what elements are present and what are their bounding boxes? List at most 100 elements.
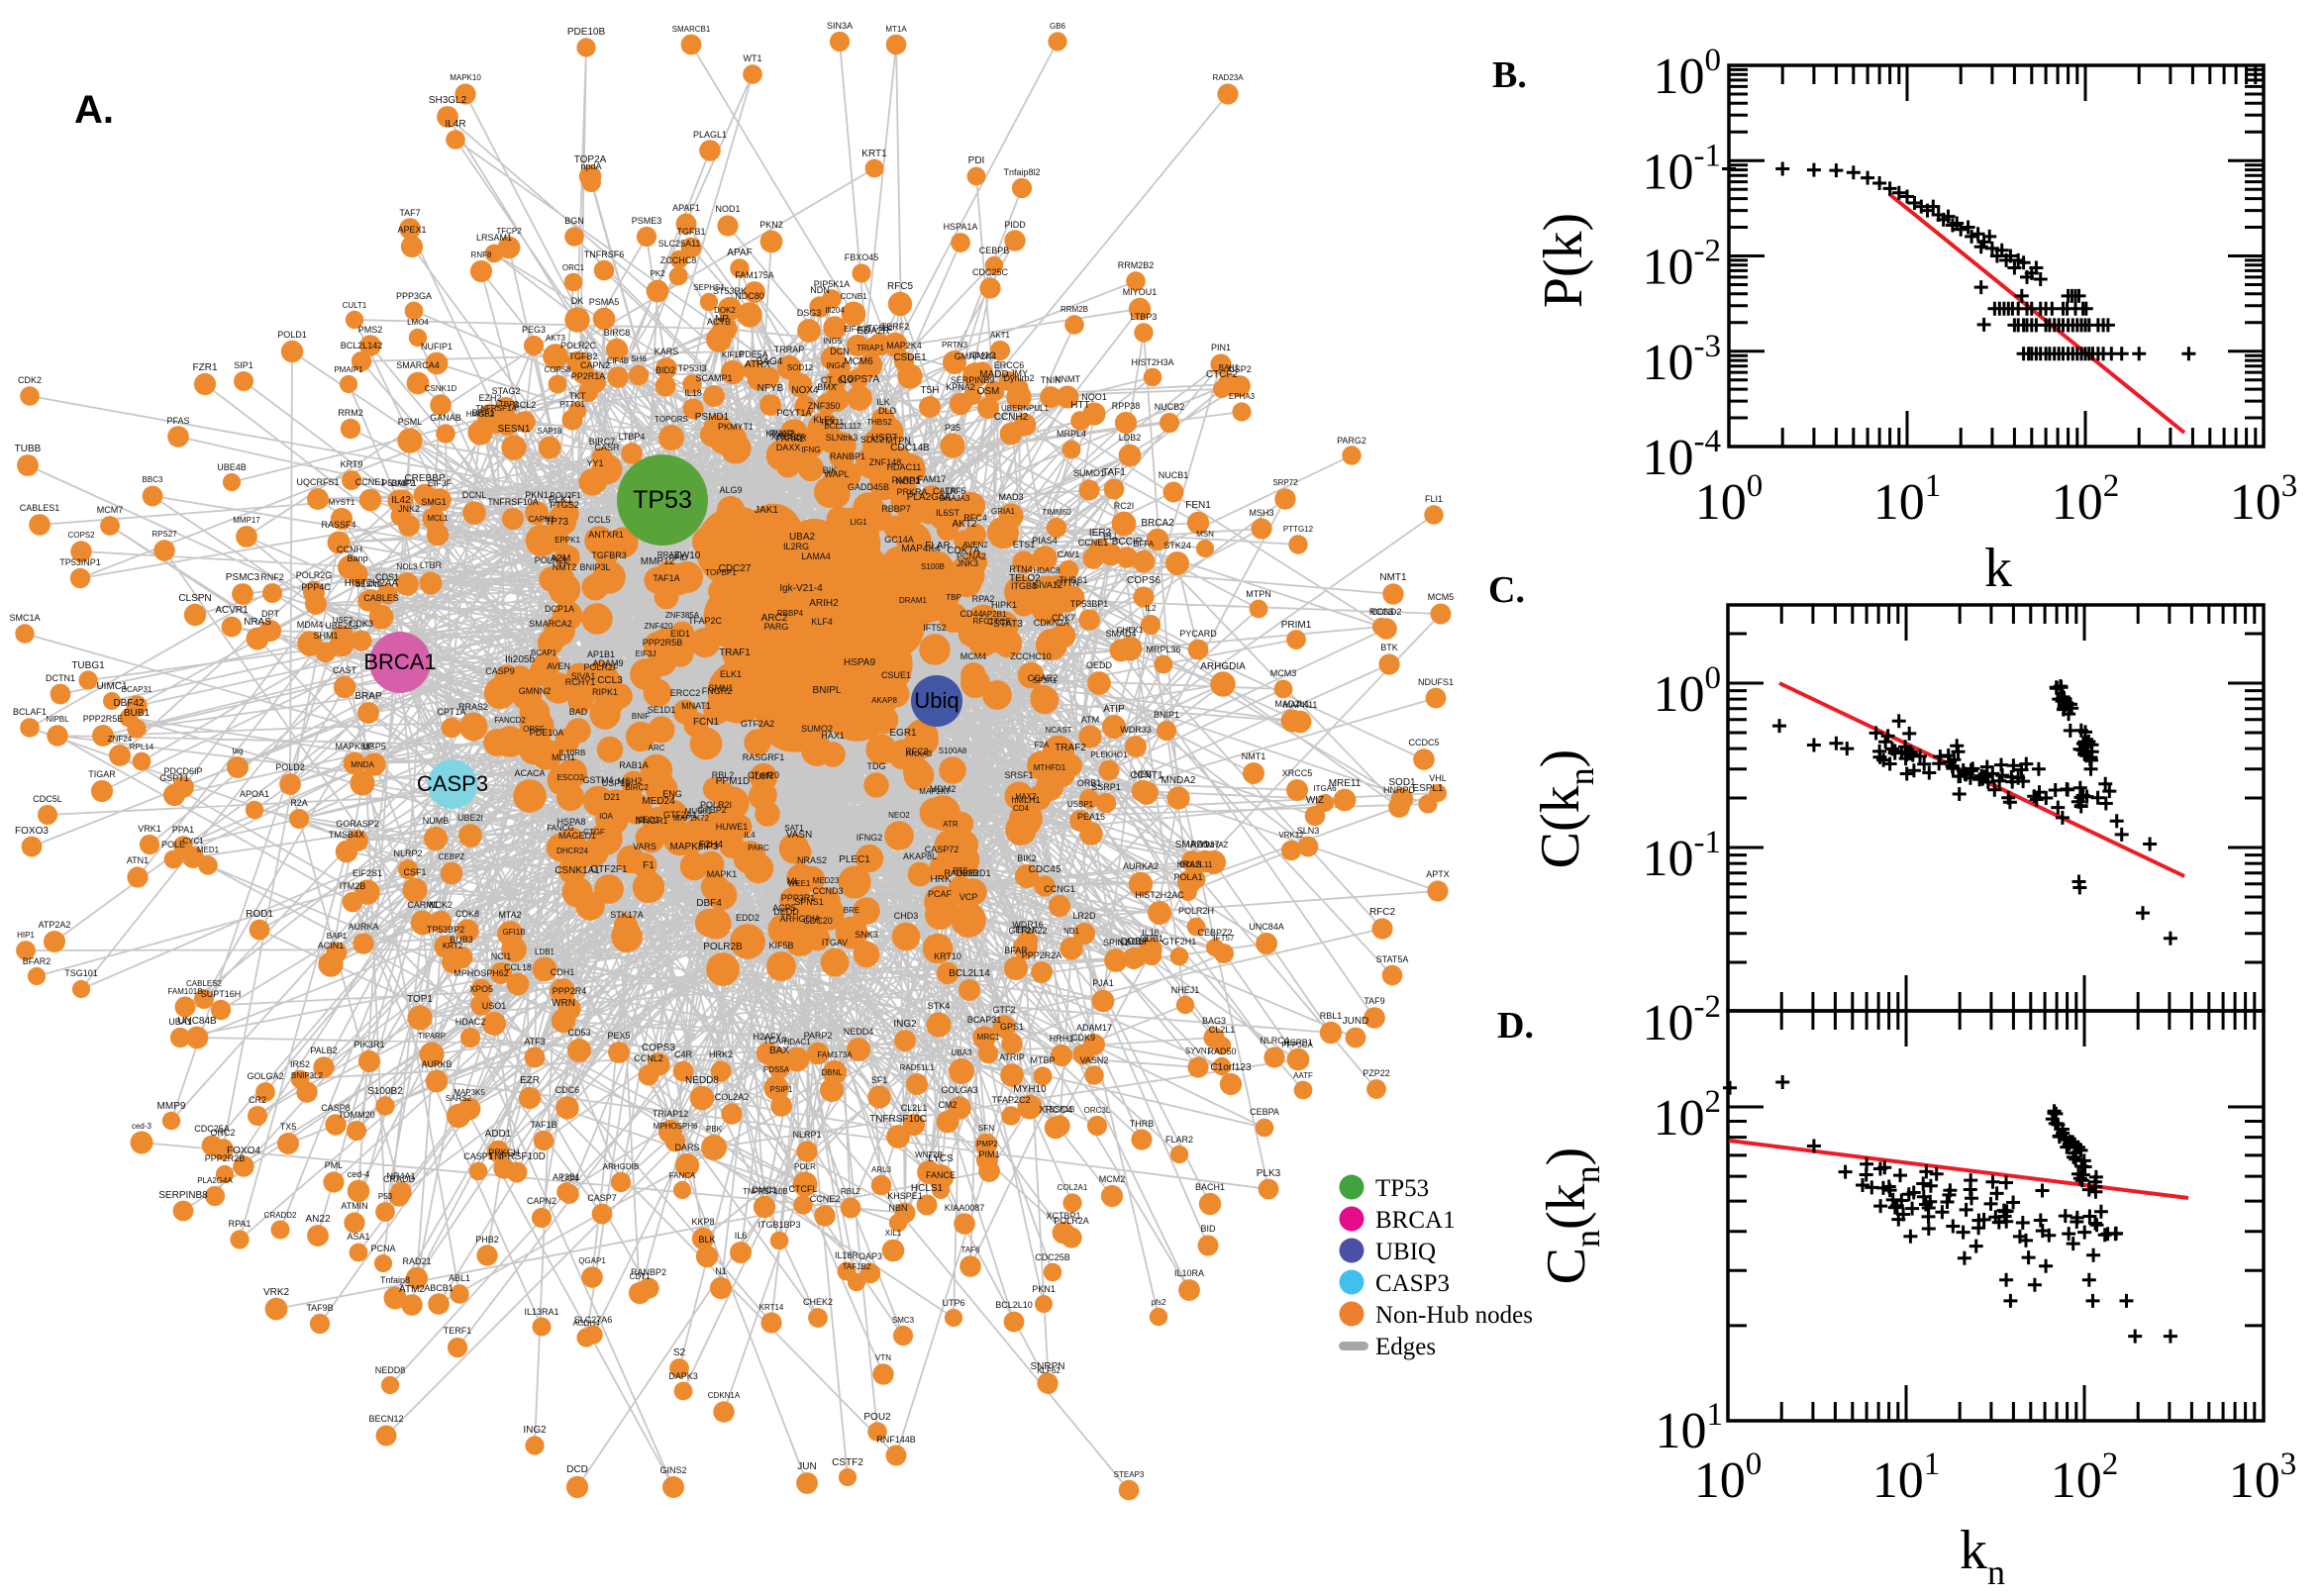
- svg-text:ML: ML: [787, 876, 800, 886]
- svg-text:npdA: npdA: [580, 161, 601, 171]
- svg-text:ARHGDIA: ARHGDIA: [1200, 661, 1246, 672]
- svg-text:RIPK1: RIPK1: [592, 687, 618, 697]
- svg-text:SMARCA4: SMARCA4: [396, 360, 440, 370]
- svg-text:PRKRA: PRKRA: [896, 487, 927, 497]
- svg-text:SLC25A11: SLC25A11: [658, 239, 701, 249]
- svg-text:CDK2: CDK2: [18, 375, 42, 385]
- svg-text:RPS27: RPS27: [152, 530, 177, 539]
- svg-text:ced-4: ced-4: [348, 1169, 370, 1179]
- svg-text:PIN1: PIN1: [1211, 343, 1231, 352]
- svg-text:HIPK1: HIPK1: [991, 600, 1017, 610]
- svg-text:MTPN: MTPN: [885, 436, 911, 446]
- svg-text:ITGB1BP3: ITGB1BP3: [758, 1220, 800, 1230]
- svg-text:UBA3: UBA3: [952, 1048, 972, 1057]
- svg-text:OPSF: OPSF: [523, 725, 545, 734]
- svg-text:TX5: TX5: [280, 1122, 297, 1132]
- svg-text:BIK2: BIK2: [1017, 853, 1037, 863]
- svg-text:PDCD6IP: PDCD6IP: [163, 766, 202, 776]
- svg-text:CABLES1: CABLES1: [20, 503, 60, 513]
- svg-text:ZCCHC8: ZCCHC8: [660, 255, 697, 265]
- svg-text:Tnfaip8l2: Tnfaip8l2: [1003, 167, 1040, 177]
- svg-text:KPNA2: KPNA2: [946, 382, 975, 392]
- svg-text:RNF8: RNF8: [471, 250, 492, 259]
- svg-text:BNIPL: BNIPL: [813, 685, 842, 696]
- svg-text:ATR: ATR: [943, 820, 959, 829]
- svg-text:IL2: IL2: [1145, 604, 1157, 613]
- svg-text:EIF3F: EIF3F: [428, 478, 453, 488]
- svg-text:ADAM9: ADAM9: [592, 658, 623, 668]
- svg-text:RFC1: RFC1: [973, 617, 994, 626]
- svg-text:BCAP31: BCAP31: [122, 685, 152, 694]
- svg-text:RRM2B: RRM2B: [1060, 305, 1088, 314]
- svg-text:SARS2: SARS2: [446, 1094, 472, 1103]
- svg-text:MAGED1: MAGED1: [558, 831, 596, 841]
- svg-text:HAX1: HAX1: [821, 731, 845, 741]
- svg-text:DCN: DCN: [830, 347, 850, 356]
- svg-text:EID1: EID1: [670, 629, 690, 639]
- svg-text:MCL1: MCL1: [427, 514, 449, 523]
- svg-text:STK24: STK24: [1163, 541, 1191, 550]
- svg-text:CSNK1A1: CSNK1A1: [555, 865, 600, 876]
- svg-text:UQCRFS1: UQCRFS1: [296, 477, 339, 487]
- svg-text:ND1: ND1: [1063, 927, 1080, 936]
- svg-text:CEBPZ: CEBPZ: [439, 852, 465, 861]
- svg-text:RRM2B2: RRM2B2: [1118, 260, 1155, 270]
- svg-text:MAP2K72: MAP2K72: [673, 814, 710, 823]
- svg-text:SMC1A: SMC1A: [9, 613, 40, 623]
- svg-text:SIP1: SIP1: [234, 360, 253, 370]
- svg-text:PCNA2: PCNA2: [957, 551, 986, 561]
- svg-text:APEX1: APEX1: [397, 225, 426, 235]
- svg-text:CSUE1: CSUE1: [881, 670, 911, 680]
- svg-text:PPP2R2A: PPP2R2A: [1022, 950, 1062, 960]
- svg-text:HRH1: HRH1: [1050, 1034, 1074, 1044]
- svg-text:Ifi204: Ifi204: [825, 306, 845, 315]
- svg-text:PIDD: PIDD: [1004, 220, 1026, 230]
- svg-text:THBS2: THBS2: [866, 418, 892, 427]
- svg-text:PFAS: PFAS: [166, 416, 189, 426]
- svg-text:A.: A.: [74, 88, 114, 132]
- svg-text:XRCC4: XRCC4: [1039, 1105, 1072, 1116]
- svg-text:PCYT1A: PCYT1A: [776, 408, 811, 418]
- svg-text:TP53BP2: TP53BP2: [427, 925, 465, 935]
- svg-text:NEO1: NEO1: [636, 815, 660, 825]
- svg-text:HCLS1: HCLS1: [911, 1183, 944, 1194]
- svg-text:CM2: CM2: [938, 1100, 957, 1110]
- svg-text:PRKCH: PRKCH: [488, 1147, 520, 1157]
- svg-text:Banp: Banp: [347, 553, 367, 563]
- svg-text:FNGR2: FNGR2: [702, 686, 733, 696]
- svg-text:GTF2A1: GTF2A1: [663, 810, 697, 820]
- svg-text:AN22: AN22: [305, 1214, 330, 1225]
- svg-text:ARIH2: ARIH2: [809, 598, 839, 609]
- svg-text:LDB2: LDB2: [1119, 433, 1142, 443]
- svg-text:LIG4: LIG4: [560, 1174, 578, 1183]
- svg-text:PARC: PARC: [748, 844, 769, 852]
- svg-text:CTCF: CTCF: [987, 617, 1011, 627]
- svg-text:WDR16: WDR16: [1012, 920, 1044, 930]
- svg-text:CASP3: CASP3: [1375, 1270, 1450, 1297]
- svg-text:DCD: DCD: [566, 1464, 588, 1475]
- svg-text:AURKB: AURKB: [421, 1059, 452, 1069]
- svg-text:GB6: GB6: [1050, 22, 1066, 31]
- svg-text:BCAP1: BCAP1: [531, 648, 557, 657]
- svg-text:VARS: VARS: [633, 842, 656, 851]
- svg-text:PPP3CA: PPP3CA: [1281, 1041, 1313, 1049]
- svg-text:APOA1: APOA1: [240, 789, 269, 799]
- svg-text:C1orf123: C1orf123: [1210, 1062, 1252, 1073]
- svg-text:USBP1: USBP1: [1067, 800, 1094, 809]
- svg-text:YWHAZ: YWHAZ: [1200, 841, 1229, 849]
- svg-text:ORB1: ORB1: [1077, 778, 1102, 788]
- svg-text:TRAF1: TRAF1: [719, 648, 751, 658]
- svg-text:CCNH2: CCNH2: [994, 412, 1029, 423]
- svg-text:SIVA12: SIVA12: [1033, 580, 1062, 590]
- svg-text:MCM4: MCM4: [960, 651, 987, 661]
- svg-text:USF2: USF2: [333, 616, 354, 625]
- svg-text:ATM2: ATM2: [399, 1284, 425, 1295]
- svg-text:POLR2B: POLR2B: [703, 942, 743, 952]
- svg-text:S100B: S100B: [921, 562, 945, 571]
- svg-text:UBE4B: UBE4B: [217, 462, 247, 472]
- svg-text:ARHGDIB: ARHGDIB: [603, 1162, 639, 1171]
- svg-text:GOLGA2: GOLGA2: [247, 1071, 283, 1081]
- svg-text:GSPT1: GSPT1: [159, 773, 189, 783]
- svg-text:TGFBR3: TGFBR3: [591, 550, 627, 560]
- svg-text:MRPL4: MRPL4: [1057, 429, 1086, 439]
